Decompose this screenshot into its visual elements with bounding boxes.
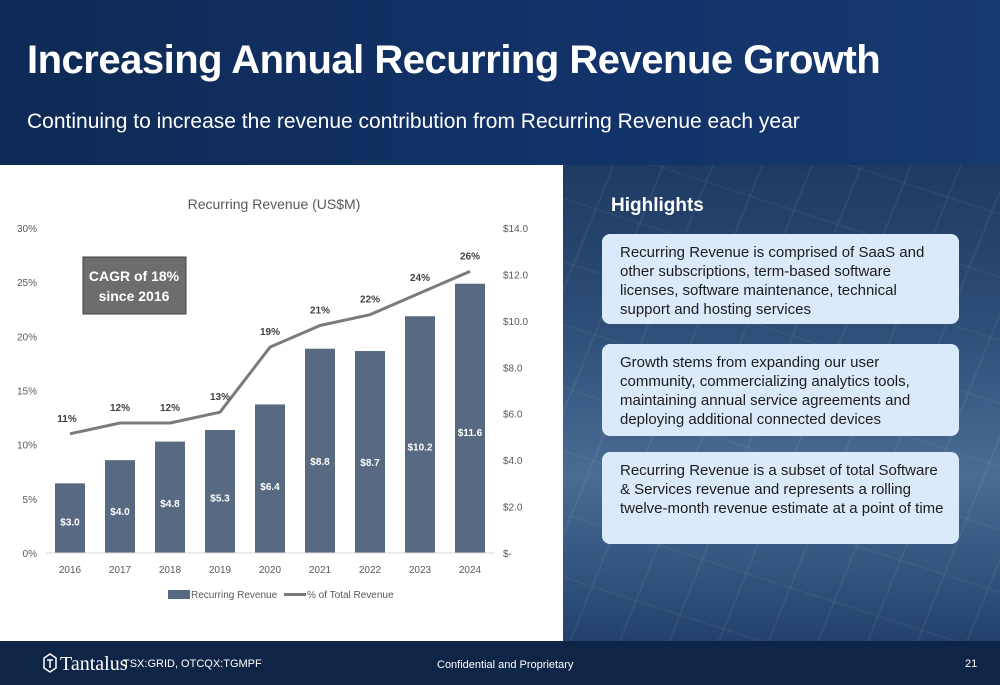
x-tick-label: 2017: [109, 565, 132, 576]
bar: [205, 429, 235, 553]
bar-value-label: $3.0: [60, 518, 80, 529]
cagr-annotation: CAGR of 18% since 2016: [82, 256, 187, 315]
left-tick-label: 30%: [17, 224, 37, 235]
left-tick-label: 25%: [17, 278, 37, 289]
page-number: 21: [965, 658, 978, 670]
left-tick-label: 15%: [17, 387, 37, 398]
bar: [455, 283, 485, 553]
highlight-card-2: Growth stems from expanding our user com…: [602, 344, 959, 436]
legend-label-line: % of Total Revenue: [307, 590, 394, 601]
bar-value-label: $11.6: [458, 428, 483, 439]
left-tick-label: 20%: [17, 332, 37, 343]
chart-legend: Recurring Revenue % of Total Revenue: [168, 590, 394, 601]
line-value-label: 12%: [110, 403, 130, 414]
logo-text: Tantalus: [60, 653, 128, 675]
bar-value-label: $8.8: [310, 457, 330, 468]
chart-panel: Recurring Revenue (US$M) 0% 5% 10% 15% 20% 25…: [0, 165, 563, 641]
line-value-label: 22%: [360, 295, 380, 306]
bar-series: $3.0 $4.0 $4.8 $5.3 $6.4 $8.8 $8.7 $10.2 $11.6: [55, 283, 485, 553]
highlight-card-1: Recurring Revenue is comprised of SaaS a…: [602, 234, 959, 324]
bar-value-label: $5.3: [210, 494, 230, 505]
line-value-label: 13%: [210, 392, 230, 403]
line-value-label: 26%: [460, 251, 480, 262]
legend-swatch-bar: [168, 590, 190, 599]
left-tick-label: 0%: [23, 549, 38, 560]
right-tick-label: $4.0: [503, 456, 523, 467]
page-title: Increasing Annual Recurring Revenue Grow…: [27, 38, 881, 82]
x-tick-label: 2020: [259, 565, 282, 576]
highlights-panel: Highlights Recurring Revenue is comprise…: [563, 165, 1000, 641]
page-subtitle: Continuing to increase the revenue contr…: [27, 110, 800, 133]
bar: [405, 316, 435, 553]
right-tick-label: $2.0: [503, 503, 523, 514]
bar: [55, 483, 85, 553]
recurring-revenue-chart: Recurring Revenue (US$M) 0% 5% 10% 15% 20% 25…: [17, 196, 528, 601]
footer: Tantalus TSX:GRID, OTCQX:TGMPF Confident…: [0, 641, 1000, 685]
x-tick-label: 2023: [409, 565, 432, 576]
line-series: 11% 12% 12% 13% 19% 21% 22% 24% 26%: [57, 251, 480, 436]
right-tick-label: $-: [503, 549, 512, 560]
x-tick-label: 2024: [459, 565, 482, 576]
x-tick-label: 2022: [359, 565, 382, 576]
x-tick-label: 2016: [59, 565, 82, 576]
right-tick-label: $14.0: [503, 224, 528, 235]
bar-value-label: $4.0: [110, 507, 130, 518]
bar: [355, 351, 385, 553]
highlights-title: Highlights: [611, 195, 704, 216]
left-tick-label: 5%: [23, 495, 38, 506]
line-value-label: 12%: [160, 403, 180, 414]
line-value-label: 11%: [57, 414, 77, 425]
right-tick-label: $10.0: [503, 317, 528, 328]
right-tick-label: $12.0: [503, 270, 528, 281]
x-tick-label: 2021: [309, 565, 332, 576]
highlight-card-3: Recurring Revenue is a subset of total S…: [602, 452, 959, 544]
bar: [105, 460, 135, 553]
cagr-annotation-text: CAGR of 18% since 2016: [89, 268, 180, 304]
ticker-symbols: TSX:GRID, OTCQX:TGMPF: [123, 658, 262, 670]
right-tick-label: $8.0: [503, 363, 523, 374]
right-axis: $- $2.0 $4.0 $6.0 $8.0 $10.0 $12.0 $14.0: [503, 224, 528, 560]
line-value-label: 24%: [410, 273, 430, 284]
left-axis: 0% 5% 10% 15% 20% 25% 30%: [17, 224, 37, 560]
line-value-label: 21%: [310, 306, 330, 317]
bar-value-label: $8.7: [360, 458, 380, 469]
cagr-text-line: CAGR of 18%: [89, 268, 180, 284]
x-axis: 2016 2017 2018 2019 2020 2021 2022 2023 2024: [59, 565, 482, 576]
cagr-box: [82, 256, 187, 315]
confidential-notice: Confidential and Proprietary: [437, 659, 574, 671]
line-value-label: 19%: [260, 327, 280, 338]
header-banner: Increasing Annual Recurring Revenue Grow…: [0, 0, 1000, 165]
x-tick-label: 2019: [209, 565, 232, 576]
left-tick-label: 10%: [17, 441, 37, 452]
bar: [155, 441, 185, 553]
bar-value-label: $10.2: [407, 442, 432, 453]
bar: [255, 404, 285, 553]
bar-value-label: $4.8: [160, 499, 180, 510]
percent-line: [69, 269, 471, 436]
bar: [305, 348, 335, 553]
chart-title: Recurring Revenue (US$M): [188, 196, 361, 212]
x-tick-label: 2018: [159, 565, 182, 576]
legend-label-bar: Recurring Revenue: [191, 590, 278, 601]
right-tick-label: $6.0: [503, 410, 523, 421]
company-logo: Tantalus: [42, 653, 127, 676]
bar-value-label: $6.4: [260, 482, 280, 493]
logo-mark-icon: [43, 653, 57, 673]
cagr-text-line: since 2016: [99, 288, 170, 304]
